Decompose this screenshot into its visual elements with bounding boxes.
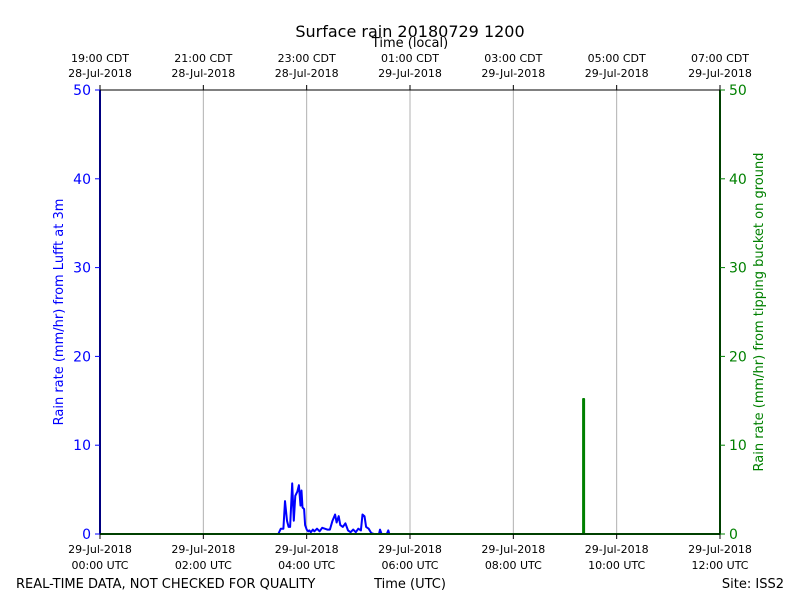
y-tick-label-right: 10 <box>729 438 747 454</box>
x-tick-label-utc: 29-Jul-2018 <box>688 543 752 556</box>
x-tick-label-local: 28-Jul-2018 <box>171 67 235 80</box>
x-tick-label-local: 03:00 CDT <box>484 52 542 65</box>
top-axis-label: Time (local) <box>371 36 448 51</box>
x-tick-label-utc: 00:00 UTC <box>71 559 128 572</box>
x-tick-label-utc: 29-Jul-2018 <box>378 543 442 556</box>
x-tick-label-local: 29-Jul-2018 <box>378 67 442 80</box>
site-label: Site: ISS2 <box>722 577 784 592</box>
y-tick-label-left: 30 <box>73 261 91 277</box>
y-tick-label-left: 40 <box>73 172 91 188</box>
x-tick-label-local: 05:00 CDT <box>588 52 646 65</box>
top-ticks: 19:00 CDT 28-Jul-2018 21:00 CDT 28-Jul-2018… <box>68 52 752 90</box>
grid-lines <box>202 90 618 534</box>
x-tick-label-local: 23:00 CDT <box>278 52 336 65</box>
y-axis-label-right: Rain rate (mm/hr) from tipping bucket on… <box>752 153 767 472</box>
x-tick-label-utc: 06:00 UTC <box>381 559 438 572</box>
y-tick-label-left: 10 <box>73 438 91 454</box>
y-tick-label-right: 0 <box>729 527 738 543</box>
y-tick-label-right: 50 <box>729 83 747 99</box>
x-tick-label-local: 28-Jul-2018 <box>68 67 132 80</box>
y-tick-label-left: 20 <box>73 349 91 365</box>
x-tick-label-utc: 08:00 UTC <box>485 559 542 572</box>
y-tick-label-right: 20 <box>729 349 747 365</box>
x-tick-label-local: 29-Jul-2018 <box>688 67 752 80</box>
bottom-ticks: 29-Jul-2018 00:00 UTC 29-Jul-2018 02:00 UTC… <box>68 534 752 572</box>
x-tick-label-utc: 02:00 UTC <box>175 559 232 572</box>
left-ticks: 0 10 20 30 40 50 <box>73 83 100 543</box>
x-tick-label-utc: 29-Jul-2018 <box>68 543 132 556</box>
x-tick-label-local: 28-Jul-2018 <box>275 67 339 80</box>
x-tick-label-local: 29-Jul-2018 <box>481 67 545 80</box>
y-axis-label-left: Rain rate (mm/hr) from Lufft at 3m <box>52 199 67 426</box>
y-tick-label-left: 50 <box>73 83 91 99</box>
quality-disclaimer: REAL-TIME DATA, NOT CHECKED FOR QUALITY <box>16 577 315 592</box>
y-tick-label-right: 40 <box>729 172 747 188</box>
y-tick-label-left: 0 <box>82 527 91 543</box>
x-tick-label-local: 01:00 CDT <box>381 52 439 65</box>
x-tick-label-utc: 10:00 UTC <box>588 559 645 572</box>
x-tick-label-utc: 29-Jul-2018 <box>585 543 649 556</box>
x-tick-label-local: 07:00 CDT <box>691 52 749 65</box>
x-tick-label-utc: 12:00 UTC <box>691 559 748 572</box>
right-ticks: 0 10 20 30 40 50 <box>720 83 747 543</box>
x-tick-label-utc: 29-Jul-2018 <box>275 543 339 556</box>
y-tick-label-right: 30 <box>729 261 747 277</box>
rain-rate-left-series-line <box>99 90 720 535</box>
x-axis-label: Time (UTC) <box>373 577 446 592</box>
x-tick-label-utc: 29-Jul-2018 <box>481 543 545 556</box>
x-tick-label-utc: 04:00 UTC <box>278 559 335 572</box>
x-tick-label-local: 21:00 CDT <box>174 52 232 65</box>
chart-title: Surface rain 20180729 1200 <box>295 22 524 41</box>
x-tick-label-utc: 29-Jul-2018 <box>171 543 235 556</box>
x-tick-label-local: 19:00 CDT <box>71 52 129 65</box>
x-tick-label-local: 29-Jul-2018 <box>585 67 649 80</box>
